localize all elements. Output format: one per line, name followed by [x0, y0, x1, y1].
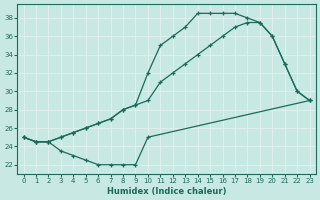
X-axis label: Humidex (Indice chaleur): Humidex (Indice chaleur)	[107, 187, 226, 196]
